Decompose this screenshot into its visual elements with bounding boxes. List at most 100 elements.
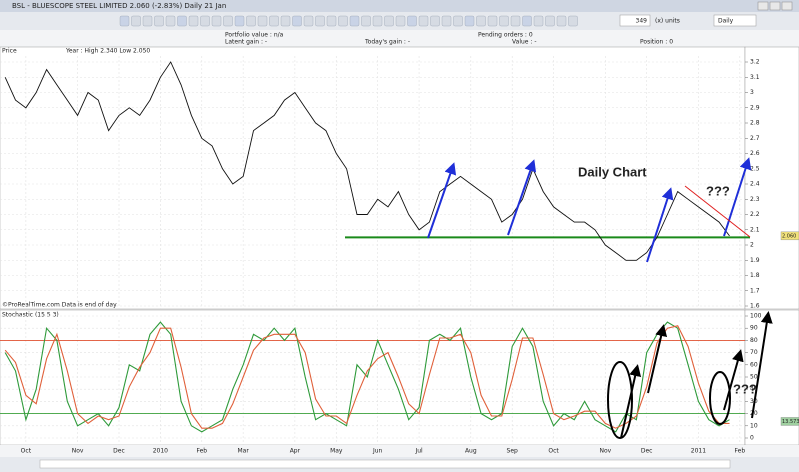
series-line (4, 325, 730, 429)
tool-icon[interactable] (395, 15, 406, 27)
x-tick-label: Feb (735, 448, 746, 455)
tool-icon[interactable] (315, 15, 325, 27)
panel-title: Stochastic (15 5 3) (2, 312, 59, 319)
tool-icon[interactable] (200, 15, 210, 27)
x-tick-label: Mar (237, 448, 249, 455)
period-value: Daily (718, 18, 734, 25)
tool-icon[interactable] (119, 15, 130, 27)
plot-layer: Oct Nov Dec 2010 Feb Mar Apr May Jun Jul Aug Sep Oct… (0, 56, 799, 455)
tool-icon[interactable] (234, 15, 245, 27)
close-button[interactable] (781, 1, 793, 11)
y-tick-label: 0 (750, 435, 754, 442)
tool-icon[interactable] (188, 15, 199, 27)
bars-count: 349 (636, 18, 648, 25)
tool-icon[interactable] (453, 15, 463, 27)
tool-icon[interactable] (223, 15, 233, 27)
x-tick-label: Jul (414, 448, 423, 455)
tool-icon[interactable] (464, 15, 475, 27)
tool-icon[interactable] (292, 15, 302, 27)
y-tick-label: 2 (750, 242, 754, 249)
tool-icon[interactable] (280, 15, 291, 27)
tool-icon[interactable] (303, 15, 314, 27)
y-tick-label: 90 (750, 325, 758, 332)
y-tick-label: 10 (750, 422, 758, 429)
y-tick-label: 20 (750, 410, 758, 417)
tool-icon[interactable] (487, 15, 498, 27)
y-tick-label: 100 (750, 313, 762, 320)
y-tick-label: 2.9 (750, 104, 760, 111)
y-tick-label: 1.7 (750, 287, 760, 294)
tool-icon[interactable] (418, 15, 429, 27)
arrow (620, 364, 642, 439)
tool-icon[interactable] (361, 15, 371, 27)
tool-icon[interactable] (338, 15, 348, 27)
tool-icon[interactable] (533, 15, 544, 27)
position: Position : 0 (640, 39, 673, 46)
tool-icon[interactable] (257, 15, 268, 27)
title-bar (0, 0, 799, 12)
tool-icon[interactable] (568, 15, 578, 27)
last-value-box (780, 417, 799, 426)
tool-icon[interactable] (430, 15, 440, 27)
tool-icon[interactable] (499, 15, 509, 27)
tool-icon[interactable] (349, 15, 360, 27)
last-value-label: 13.573 (782, 419, 799, 425)
period-select[interactable] (713, 14, 757, 27)
tool-icon[interactable] (165, 15, 176, 27)
price-axis (744, 46, 799, 310)
x-tick-label: Feb (196, 448, 207, 455)
tool-icon[interactable] (384, 15, 394, 27)
circle-mark (607, 361, 633, 439)
scroll-track[interactable] (39, 459, 731, 469)
tool-icon[interactable] (177, 15, 187, 27)
annotation: Daily Chart (578, 164, 647, 179)
bars-input[interactable] (619, 14, 651, 27)
y-tick-label: 80 (750, 337, 758, 344)
y-tick-label: 1.6 (750, 303, 760, 310)
tool-icon[interactable] (545, 15, 555, 27)
stochastic-panel (0, 309, 746, 446)
footer-note: ©ProRealTime.com Data is end of day (2, 302, 117, 309)
tool-icon[interactable] (154, 15, 164, 27)
tool-icon[interactable] (246, 15, 256, 27)
tool-icon[interactable] (131, 15, 141, 27)
tool-icon[interactable] (407, 15, 417, 27)
y-tick-label: 1.8 (750, 272, 760, 279)
y-tick-label: 40 (750, 386, 758, 393)
tool-icon[interactable] (372, 15, 383, 27)
tool-icon[interactable] (326, 15, 337, 27)
tool-icon[interactable] (522, 15, 532, 27)
toolbar-icons (119, 15, 578, 27)
annotation: ??? (733, 381, 757, 396)
y-tick-label: 70 (750, 349, 758, 356)
series-line (4, 321, 730, 433)
x-tick-label: May (330, 448, 343, 455)
x-tick-label: Dec (113, 448, 125, 455)
tool-icon[interactable] (510, 15, 521, 27)
x-tick-label: Nov (72, 448, 84, 455)
tool-icon[interactable] (441, 15, 452, 27)
tool-icon[interactable] (476, 15, 486, 27)
tool-icon[interactable] (269, 15, 279, 27)
y-tick-label: 2.8 (750, 120, 760, 127)
trend-line (684, 185, 751, 238)
tool-icon[interactable] (556, 15, 567, 27)
series-line (4, 61, 730, 261)
tool-icon[interactable] (211, 15, 222, 27)
position-value: Value : - (512, 39, 536, 46)
tool-icon[interactable] (142, 15, 153, 27)
latent-gain: Latent gain : - (225, 39, 267, 46)
y-tick-label: 2.1 (750, 226, 760, 233)
panel-subtitle: Year : High 2.340 Low 2.050 (65, 48, 150, 55)
y-tick-label: 2.4 (750, 181, 760, 188)
y-tick-label: 2.2 (750, 211, 760, 218)
circle-mark (709, 371, 731, 425)
arrow (751, 311, 773, 419)
x-tick-label: Oct (21, 448, 32, 455)
minimize-button[interactable] (757, 1, 769, 11)
y-tick-label: 3.2 (750, 59, 760, 66)
y-tick-label: 3 (750, 89, 754, 96)
y-tick-label: 1.9 (750, 257, 760, 264)
maximize-button[interactable] (769, 1, 781, 11)
